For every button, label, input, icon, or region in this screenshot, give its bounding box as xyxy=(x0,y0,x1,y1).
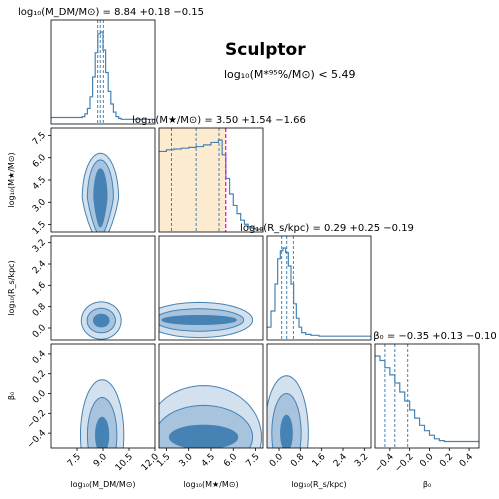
x-axis-label-beta0: β₀ xyxy=(423,480,431,489)
x-tick-label: 0.0 xyxy=(418,452,435,469)
x-tick-label: 10.5 xyxy=(114,452,135,473)
y-axis-log10_Rs: 0.0 0.8 1.6 2.4 3.2 log₁₀(R_s/kpc) xyxy=(7,238,51,340)
y-tick-label: −0.2 xyxy=(26,408,49,431)
diag-title-log10_Mstar: log₁₀(M★/M⊙) = 3.50 +1.54 −1.66 xyxy=(132,115,306,126)
contour-panel-log10_M_DM-beta0 xyxy=(50,343,156,449)
contour-panel-log10_Rs-beta0 xyxy=(266,343,372,449)
y-axis-label-beta0: β₀ xyxy=(7,392,16,400)
contour-level-3 xyxy=(94,416,110,448)
y-tick-label: 7.5 xyxy=(31,130,48,147)
x-axis-label-log10_M_DM: log₁₀(M_DM/M⊙) xyxy=(70,480,135,489)
x-tick-label: 3.2 xyxy=(353,452,370,469)
contour-level-3 xyxy=(280,414,293,448)
diag-panel-log10_Mstar: log₁₀(M★/M⊙) = 3.50 +1.54 −1.66 xyxy=(132,115,306,233)
contour-panel-log10_Mstar-beta0 xyxy=(158,343,264,449)
x-tick-label: 1.6 xyxy=(311,452,328,469)
diag-panel-log10_Rs: log₁₀(R_s/kpc) = 0.29 +0.25 −0.19 xyxy=(240,223,414,341)
y-tick-label: 0.4 xyxy=(31,349,48,366)
x-tick-label: 6.0 xyxy=(222,452,239,469)
histogram-log10_M_DM xyxy=(51,31,155,120)
x-tick-label: 9.0 xyxy=(92,452,109,469)
contour-panel-log10_Mstar-log10_Rs xyxy=(158,235,264,341)
diag-title-log10_M_DM: log₁₀(M_DM/M⊙) = 8.84 +0.18 −0.15 xyxy=(18,7,204,18)
y-tick-label: 3.0 xyxy=(31,197,48,214)
panel-frame xyxy=(50,19,156,125)
contour-level-3 xyxy=(93,168,108,228)
panel-frame xyxy=(50,235,156,341)
panel-frame xyxy=(266,343,372,449)
y-tick-label: 1.6 xyxy=(31,280,48,297)
x-tick-label: 1.5 xyxy=(155,452,172,469)
x-tick-label: −0.4 xyxy=(373,452,396,475)
x-tick-label: 7.5 xyxy=(244,452,261,469)
x-axis-label-log10_Mstar: log₁₀(M★/M⊙) xyxy=(183,480,238,489)
panel-frame xyxy=(374,343,480,449)
contour-level-3 xyxy=(93,313,110,328)
y-tick-label: 0.0 xyxy=(31,323,48,340)
x-tick-label: 0.8 xyxy=(289,452,306,469)
x-axis-log10_Rs: 0.0 0.8 1.6 2.4 3.2 log₁₀(R_s/kpc) xyxy=(268,448,370,489)
y-axis-log10_Mstar: 1.5 3.0 4.5 6.0 7.5 log₁₀(M★/M⊙) xyxy=(7,130,51,237)
histogram-log10_Rs xyxy=(267,247,371,337)
x-axis-log10_Mstar: 1.5 3.0 4.5 6.0 7.5 log₁₀(M★/M⊙) xyxy=(155,448,262,489)
contour-level-3 xyxy=(161,315,237,325)
x-tick-label: 7.5 xyxy=(66,452,83,469)
contour-panel-log10_M_DM-log10_Rs xyxy=(50,235,156,341)
x-tick-label: 0.4 xyxy=(458,452,475,469)
x-tick-label: 2.4 xyxy=(332,452,349,469)
y-tick-label: 0.2 xyxy=(31,369,48,386)
y-axis-label-log10_Rs: log₁₀(R_s/kpc) xyxy=(7,260,16,315)
y-tick-label: 4.5 xyxy=(31,175,48,192)
x-tick-label: 3.0 xyxy=(178,452,195,469)
y-tick-label: 0.8 xyxy=(31,302,48,319)
panel-frame xyxy=(158,235,264,341)
histogram-beta0 xyxy=(375,355,479,443)
y-axis-beta0: −0.4−0.2 0.0 0.2 0.4 β₀ xyxy=(7,349,51,451)
diag-panel-beta0: β₀ = −0.35 +0.13 −0.10 xyxy=(373,331,497,449)
x-tick-label: 0.2 xyxy=(438,452,455,469)
panel-frame xyxy=(266,235,372,341)
diag-panel-log10_M_DM: log₁₀(M_DM/M⊙) = 8.84 +0.18 −0.15 xyxy=(18,7,204,125)
panel-frame xyxy=(158,127,264,233)
y-tick-label: 6.0 xyxy=(31,153,48,170)
x-axis-beta0: −0.4−0.2 0.0 0.2 0.4 β₀ xyxy=(373,448,475,489)
x-tick-label: −0.2 xyxy=(393,452,416,475)
diag-title-log10_Rs: log₁₀(R_s/kpc) = 0.29 +0.25 −0.19 xyxy=(240,223,414,234)
histogram-log10_Mstar xyxy=(159,139,263,230)
y-tick-label: 2.4 xyxy=(31,259,48,276)
x-tick-label: 0.0 xyxy=(268,452,285,469)
y-tick-label: 3.2 xyxy=(31,238,48,255)
x-axis-label-log10_Rs: log₁₀(R_s/kpc) xyxy=(291,480,346,489)
prior-band xyxy=(159,128,226,232)
figure-title: Sculptor xyxy=(225,40,306,60)
figure-subtitle: log₁₀(M*⁹⁵%/M⊙) < 5.49 xyxy=(224,68,356,81)
diag-title-beta0: β₀ = −0.35 +0.13 −0.10 xyxy=(373,331,496,342)
y-axis-label-log10_Mstar: log₁₀(M★/M⊙) xyxy=(7,152,16,207)
y-tick-label: −0.4 xyxy=(26,428,49,451)
y-tick-label: 1.5 xyxy=(31,220,48,237)
contour-level-3 xyxy=(168,424,239,448)
x-tick-label: 4.5 xyxy=(200,452,217,469)
contour-panel-log10_M_DM-log10_Mstar xyxy=(50,127,156,233)
y-tick-label: 0.0 xyxy=(31,388,48,405)
